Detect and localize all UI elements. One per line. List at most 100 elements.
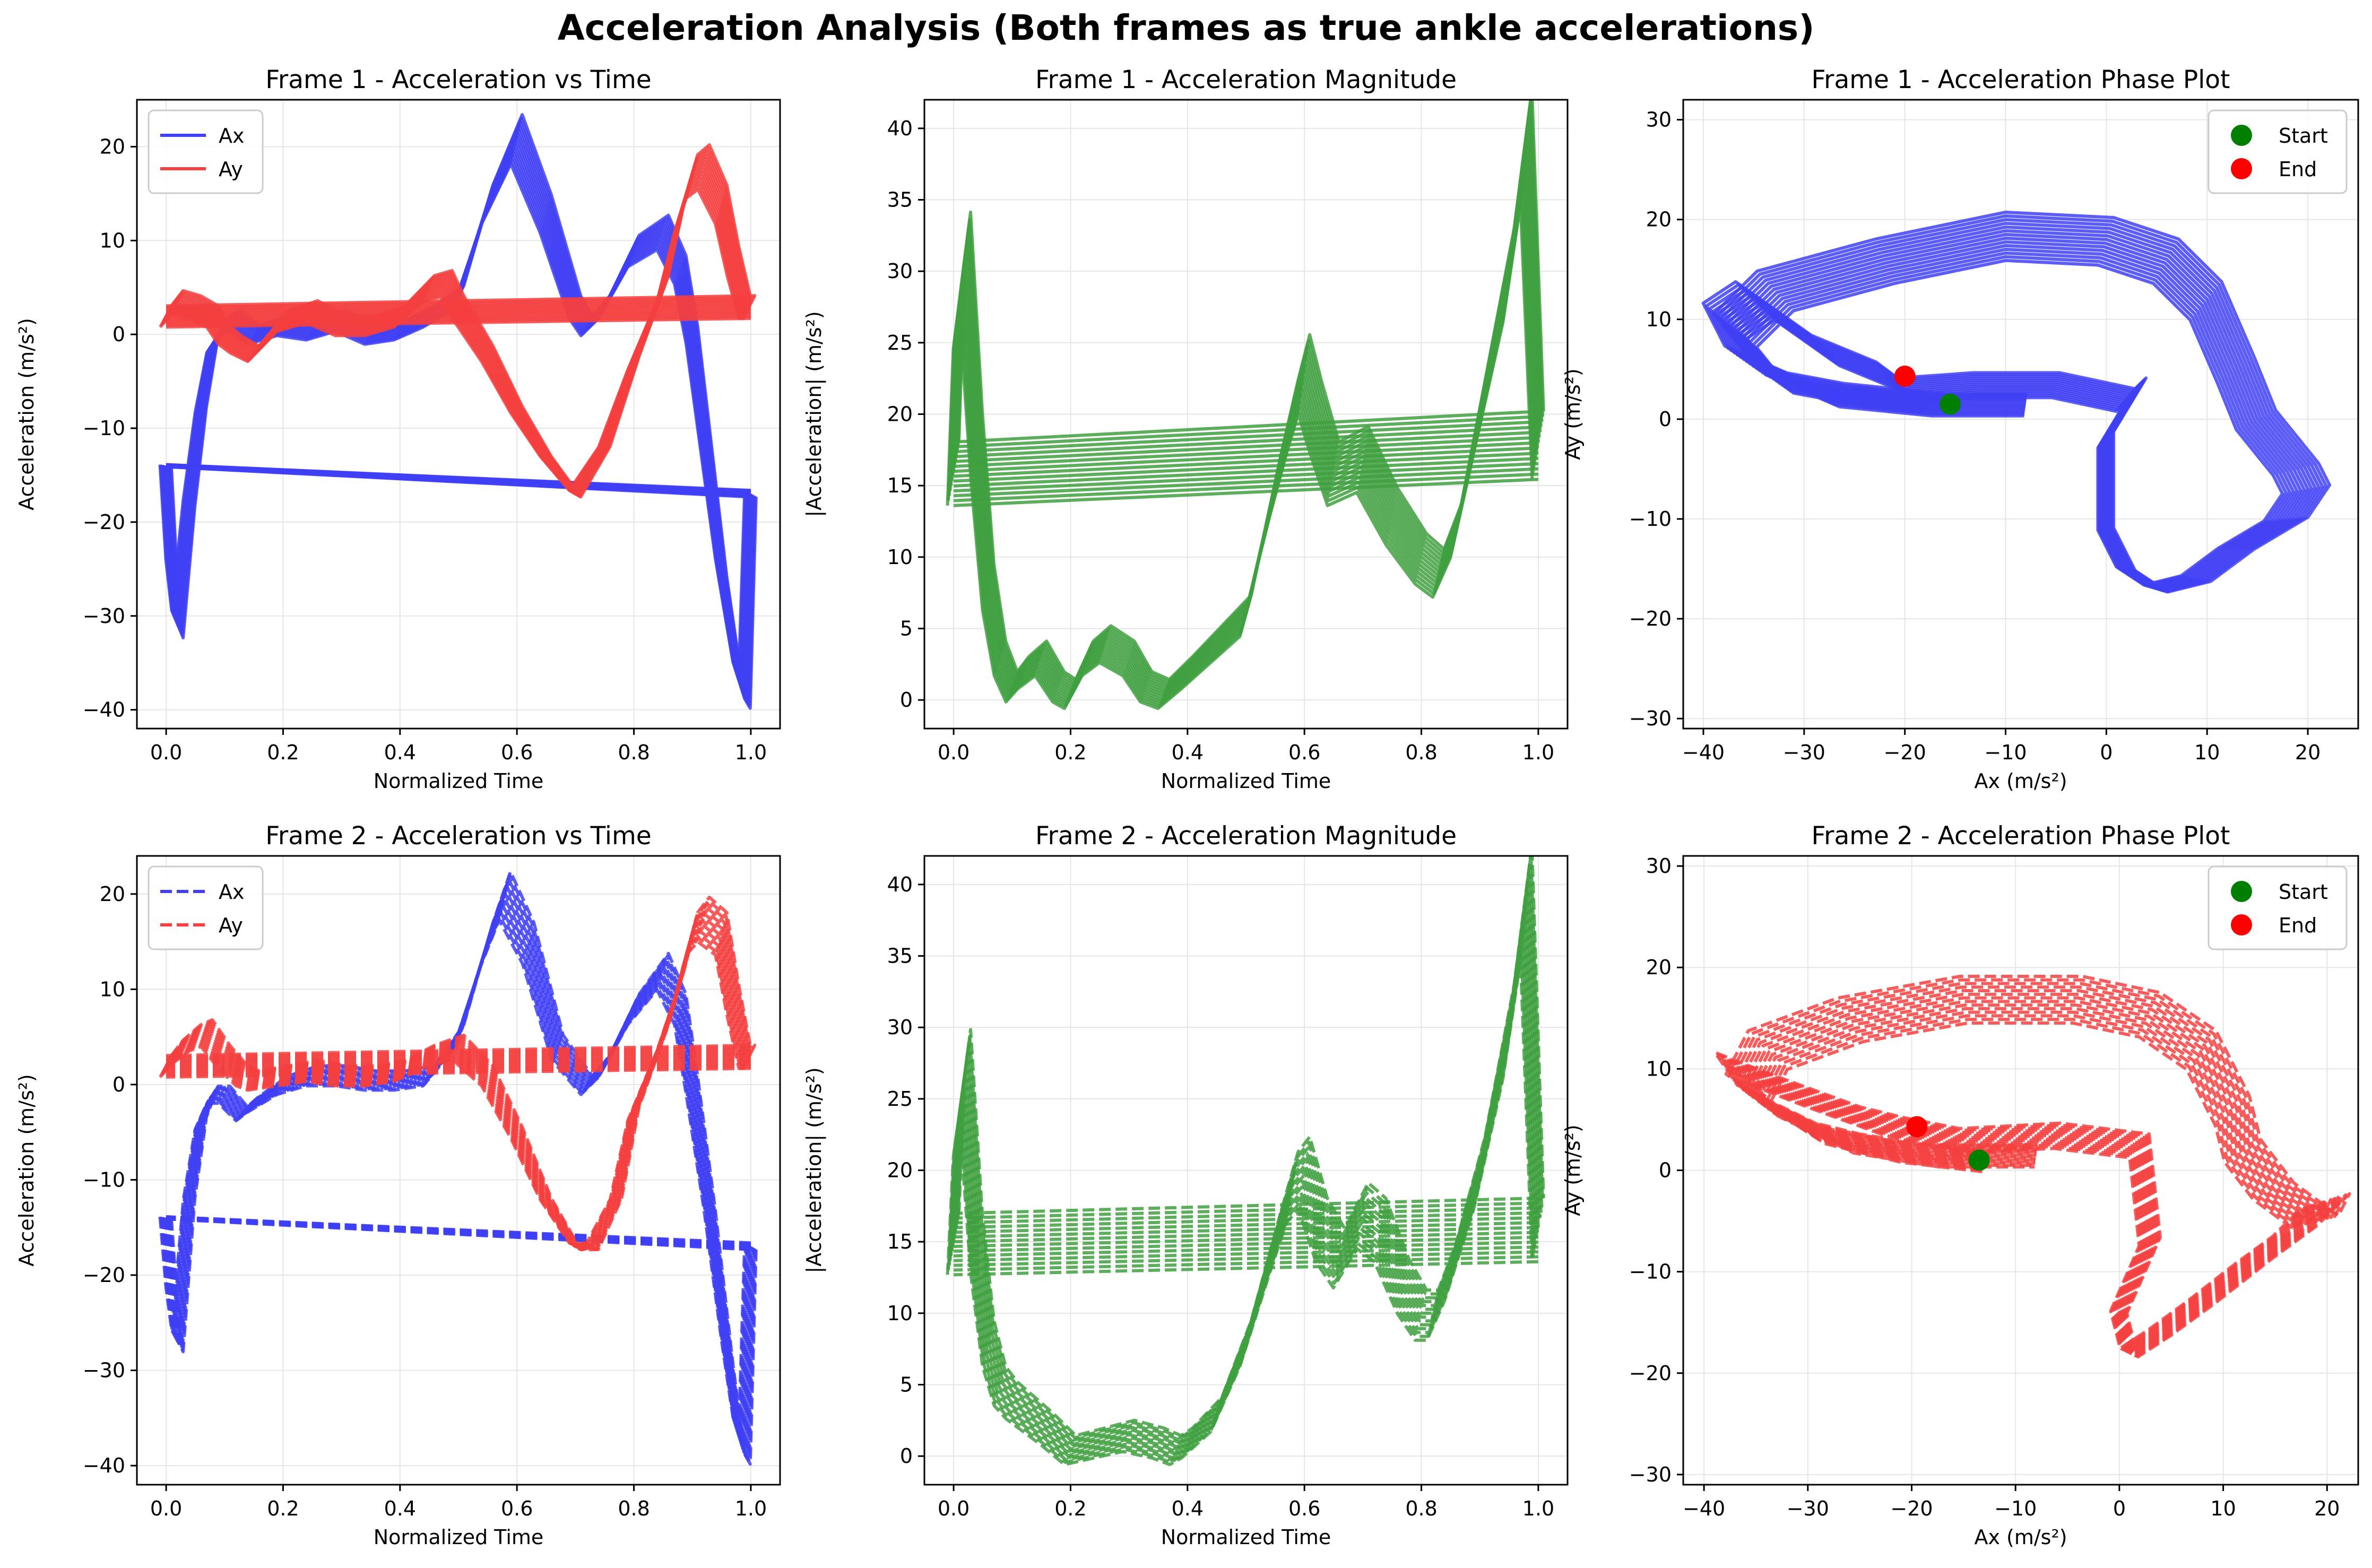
plot-area [1701, 210, 2332, 594]
x-tick-label: 0.4 [1172, 741, 1204, 764]
x-tick-label: −30 [1783, 741, 1825, 764]
x-tick-label: 0.2 [267, 741, 299, 764]
trace-series-wrap-line [953, 420, 1539, 454]
x-axis-label: Ax (m/s²) [1974, 1526, 2067, 1549]
x-axis-label: Normalized Time [374, 769, 544, 793]
y-tick-label: −40 [83, 698, 125, 722]
y-tick-label: 5 [900, 1373, 913, 1396]
trace-series-wrap-line [953, 452, 1539, 483]
panel-f1-time: 0.0 0.2 0.4 0.6 0.8 1.0 −40 −30 −20 −10 0 10 20 Frame… [15, 65, 781, 793]
trace-series-wrap-line [954, 1226, 1538, 1244]
start-legend-swatch [2231, 881, 2252, 902]
y-tick-label: −20 [83, 1263, 125, 1287]
panel-f2-time: 0.0 0.2 0.4 0.6 0.8 1.0 −40 −30 −20 −10 0 10 20 Frame… [15, 821, 781, 1549]
trace-series-line [1753, 1018, 2307, 1350]
end-legend-swatch [2231, 914, 2252, 935]
ax-legend-label: Ax [219, 124, 244, 148]
legend-frame [2207, 865, 2348, 950]
x-tick-label: 0.2 [1054, 741, 1086, 764]
y-tick-label: −30 [1629, 1463, 1672, 1486]
ax-series-wrap-line [166, 465, 751, 499]
y-axis-label: |Acceleration| (m/s²) [802, 311, 826, 517]
trace-series-wrap-line [954, 1240, 1538, 1258]
ax-series-line [166, 128, 755, 699]
trace-series-line [951, 906, 1539, 1453]
figure-suptitle: Acceleration Analysis (Both frames as tr… [557, 7, 1815, 48]
x-tick-label: 0.6 [501, 1497, 533, 1520]
trace-series-line [950, 915, 1538, 1456]
y-tick-label: 0 [1659, 1159, 1672, 1182]
y-tick-label: 15 [887, 1230, 913, 1253]
ay-series-wrap-line [166, 302, 751, 316]
x-tick-label: 10 [2194, 741, 2220, 764]
trace-series-line [955, 870, 1543, 1444]
panel-f2-mag: 0.0 0.2 0.4 0.6 0.8 1.0 0 5 10 15 20 25 30 35 40 Frame … [802, 821, 1569, 1549]
y-tick-label: 10 [887, 1302, 913, 1325]
start-legend-label: Start [2279, 124, 2328, 148]
ay-series-wrap-line [166, 294, 751, 308]
x-tick-label: 10 [2210, 1497, 2236, 1520]
panel-title: Frame 1 - Acceleration Magnitude [1035, 65, 1457, 94]
legend-frame [2207, 109, 2348, 194]
trace-series-line [957, 856, 1545, 1437]
x-tick-label: 0.8 [618, 741, 650, 764]
y-tick-label: −20 [1629, 607, 1672, 630]
panel-f1-mag: 0.0 0.2 0.4 0.6 0.8 1.0 0 5 10 15 20 25 30 35 40 Frame … [802, 65, 1569, 793]
ay-legend-label: Ay [219, 158, 243, 181]
ay-series-wrap-line [166, 1056, 751, 1069]
y-tick-label: −10 [83, 1168, 125, 1191]
trace-series-line [1740, 1003, 2322, 1354]
x-tick-label: 1.0 [735, 741, 767, 764]
end-legend-label: End [2279, 914, 2317, 937]
trace-series-line [953, 888, 1541, 1449]
ay-series-wrap-line [166, 1045, 751, 1059]
x-tick-label: 0.0 [938, 1497, 969, 1520]
trace-series-wrap-line [954, 1221, 1538, 1239]
ay-series-wrap-line [166, 1054, 751, 1067]
ay-series-line [170, 895, 756, 1251]
y-tick-label: 25 [887, 1087, 913, 1111]
x-axis-label: Normalized Time [374, 1526, 544, 1549]
x-tick-label: −20 [1890, 1497, 1933, 1520]
ay-series-line [168, 902, 755, 1251]
ay-series-line [167, 909, 753, 1250]
trace-series-wrap-line [954, 1216, 1538, 1234]
panel-title: Frame 2 - Acceleration Phase Plot [1812, 821, 2230, 851]
x-tick-label: 0.4 [384, 741, 416, 764]
y-tick-label: −30 [83, 604, 125, 628]
y-tick-label: 30 [1646, 108, 1672, 132]
trace-series-line [1745, 258, 2284, 587]
x-tick-label: 0.0 [938, 741, 969, 764]
x-tick-label: 0.6 [1288, 1497, 1320, 1520]
x-tick-label: 0 [2100, 741, 2113, 764]
ay-series-wrap-line [166, 1052, 751, 1065]
x-axis-label: Ax (m/s²) [1974, 769, 2067, 793]
x-tick-label: −40 [1683, 1497, 1725, 1520]
y-tick-label: −10 [83, 417, 125, 440]
ay-series-wrap-line [166, 1051, 751, 1064]
trace-series-line [1713, 974, 2351, 1359]
trace-series-line [1701, 210, 2332, 594]
ay-series-line [164, 920, 750, 1248]
y-tick-label: 20 [1646, 208, 1672, 231]
legend: Start End [2207, 109, 2348, 194]
y-tick-label: 20 [887, 403, 913, 426]
trace-series-line [1720, 982, 2344, 1357]
x-tick-label: 20 [2295, 741, 2321, 764]
ax-series-line [170, 113, 758, 710]
trace-series-line [948, 932, 1537, 1460]
x-tick-label: 0.8 [1405, 1497, 1437, 1520]
legend-frame [148, 109, 264, 194]
panel-title: Frame 2 - Acceleration Magnitude [1035, 821, 1457, 851]
end-legend-swatch [2231, 158, 2252, 179]
plot-area [1713, 974, 2351, 1359]
trace-series-wrap-line [953, 430, 1539, 463]
ax-legend-label: Ax [219, 880, 244, 904]
y-axis-label: Ay (m/s²) [1561, 368, 1585, 460]
trace-series-wrap-line [954, 1260, 1538, 1277]
x-tick-label: 0.2 [267, 1497, 299, 1520]
y-tick-label: 10 [1646, 308, 1672, 331]
y-tick-label: 15 [887, 474, 913, 497]
trace-series-line [946, 959, 1534, 1467]
